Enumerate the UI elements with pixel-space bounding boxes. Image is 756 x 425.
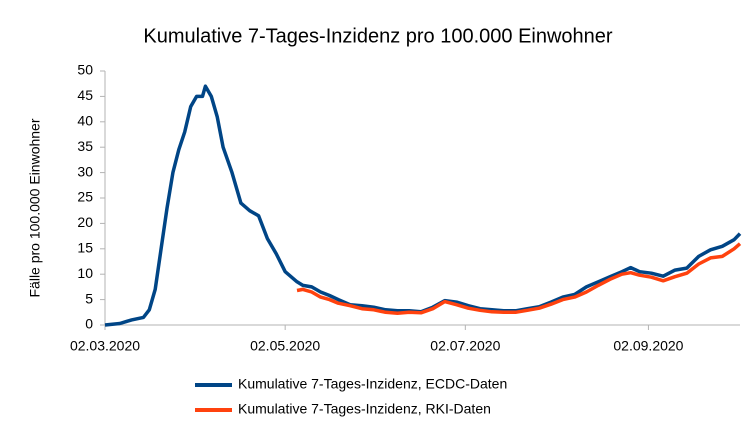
y-tick-label: 40: [77, 113, 93, 129]
y-tick-label: 15: [77, 240, 93, 256]
y-tick-label: 45: [77, 87, 93, 103]
y-axis-label: Fälle pro 100.000 Einwohner: [27, 118, 43, 297]
y-tick-label: 10: [77, 265, 93, 281]
chart-title: Kumulative 7-Tages-Inzidenz pro 100.000 …: [143, 25, 613, 47]
y-tick-label: 30: [77, 163, 93, 179]
y-tick-label: 20: [77, 214, 93, 230]
x-tick-label: 02.09.2020: [613, 338, 683, 354]
y-tick-label: 5: [85, 290, 93, 306]
y-tick-label: 25: [77, 189, 93, 205]
legend-label: Kumulative 7-Tages-Inzidenz, ECDC-Daten: [238, 376, 507, 392]
y-tick-label: 0: [85, 316, 93, 332]
series-line: [104, 84, 742, 327]
x-tick-label: 02.03.2020: [70, 338, 140, 354]
y-tick-label: 50: [77, 62, 93, 78]
x-tick-label: 02.05.2020: [250, 338, 320, 354]
series-line: [296, 242, 742, 316]
x-tick-label: 02.07.2020: [430, 338, 500, 354]
legend-label: Kumulative 7-Tages-Inzidenz, RKI-Daten: [238, 401, 491, 417]
y-tick-label: 35: [77, 138, 93, 154]
